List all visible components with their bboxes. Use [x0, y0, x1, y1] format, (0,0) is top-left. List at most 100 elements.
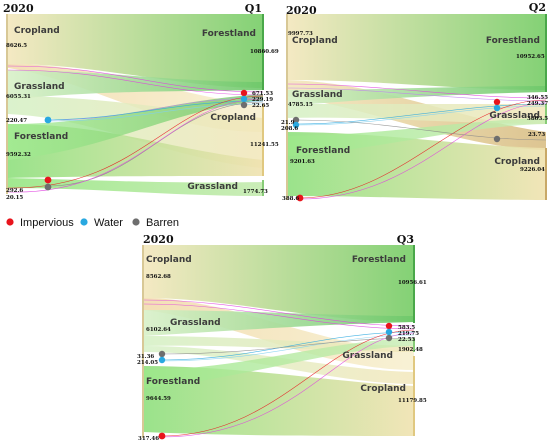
- right-node-label: Grassland: [342, 351, 393, 361]
- barren-legend-swatch: [132, 218, 140, 226]
- left-node-label: Cropland: [14, 26, 60, 36]
- left-node-value: 31.36: [137, 354, 154, 360]
- legend-label-impervious: Impervious: [20, 217, 74, 229]
- impervious-marker: [240, 89, 248, 97]
- left-node-value: 214.05: [137, 360, 158, 366]
- impervious-marker: [158, 432, 166, 440]
- flow-forestland-to-grassland: [287, 118, 546, 156]
- legend: Impervious Water Barren: [6, 217, 179, 229]
- left-node-value: 220.47: [6, 118, 27, 124]
- right-node-value: 22.53: [398, 337, 415, 343]
- left-node-value: 9592.32: [6, 152, 31, 158]
- right-node-value: 229.19: [252, 97, 273, 103]
- thin-flow-lines: [7, 65, 264, 193]
- left-node-label: Forestland: [296, 146, 350, 156]
- right-node-value: 10956.61: [398, 280, 427, 286]
- left-node-label: Grassland: [170, 318, 221, 328]
- panel-quarter-label: Q1: [245, 2, 262, 15]
- node-right-cropland: [413, 356, 415, 436]
- thin-flow-lines: [143, 299, 415, 438]
- flow-forestland-to-forestland: [8, 94, 263, 160]
- left-node-label: Forestland: [14, 132, 68, 142]
- right-node-value: 583.5: [398, 325, 415, 331]
- left-node-label: Cropland: [292, 36, 338, 46]
- left-node-value: 9997.73: [288, 31, 313, 37]
- right-node-value: 22.65: [252, 103, 269, 109]
- left-node-value: 208.6: [281, 126, 298, 132]
- left-node-value: 317.46: [138, 436, 159, 442]
- water-legend-swatch: [80, 218, 88, 226]
- left-node-label: Grassland: [14, 82, 65, 92]
- flow-grassland-to-cropland: [8, 96, 263, 168]
- right-node-label: Cropland: [494, 157, 540, 167]
- flow-cropland-to-forestland: [144, 245, 414, 322]
- node-right-cropland: [262, 104, 264, 176]
- node-right-grassland: [545, 104, 547, 124]
- node-right-forestland: [413, 245, 415, 323]
- panel-q2: 2020 Q2 Cropland 9997.73 Grassland 4785.…: [281, 1, 548, 202]
- left-node-value: 4785.15: [288, 102, 313, 108]
- water-marker: [493, 104, 501, 112]
- right-node-label: Grassland: [489, 111, 540, 121]
- water-marker: [44, 116, 52, 124]
- left-node-value: 9201.63: [290, 159, 315, 165]
- flow-grassland-to-forestland: [144, 310, 414, 336]
- flow-forestland-to-grassland: [144, 338, 414, 388]
- right-node-value: 23.73: [528, 132, 545, 138]
- left-node-value: 388.6: [282, 196, 299, 202]
- panel-year-label: 2020: [143, 233, 174, 246]
- right-node-value: 1774.73: [243, 189, 268, 195]
- water-marker: [158, 356, 166, 364]
- left-node-value: 6102.64: [146, 327, 171, 333]
- impervious-marker: [296, 194, 304, 202]
- left-node-label: Grassland: [292, 90, 343, 100]
- node-right-forestland: [545, 14, 547, 92]
- legend-label-barren: Barren: [146, 217, 179, 229]
- right-node-value: 249.37: [527, 101, 548, 107]
- right-node-value: 3803.5: [527, 116, 548, 122]
- left-node-value: 9644.59: [146, 396, 171, 402]
- flow-grassland-to-forestland: [8, 70, 263, 100]
- left-node-value: 21.9: [281, 120, 295, 126]
- panel-quarter-label: Q3: [397, 233, 414, 246]
- left-node-value: 292.6: [6, 188, 23, 194]
- node-right-grassland: [413, 338, 415, 352]
- left-node-value: 8626.5: [6, 43, 27, 49]
- left-node-label: Forestland: [146, 377, 200, 387]
- barren-marker: [385, 334, 393, 342]
- right-node-value: 346.55: [527, 95, 548, 101]
- impervious-legend-swatch: [6, 218, 14, 226]
- node-right-grassland: [262, 180, 264, 196]
- flow-forestland-to-cropland: [144, 366, 414, 436]
- flow-forestland-to-grassland: [8, 178, 263, 196]
- right-node-value: 9226.04: [520, 167, 545, 173]
- left-node-value: 8562.68: [146, 274, 171, 280]
- right-node-value: 10952.65: [516, 54, 545, 60]
- barren-marker: [292, 116, 300, 124]
- right-node-value: 1902.48: [398, 347, 423, 353]
- flow-cropland-to-forestland: [8, 14, 263, 88]
- water-marker: [240, 95, 248, 103]
- water-marker: [385, 328, 393, 336]
- barren-marker: [493, 135, 501, 143]
- right-node-label: Forestland: [202, 29, 256, 39]
- node-left-bar: [142, 245, 144, 438]
- right-node-value: 671.53: [252, 91, 273, 97]
- node-right-forestland: [262, 14, 264, 90]
- right-node-value: 11241.55: [250, 142, 279, 148]
- left-node-label: Cropland: [146, 255, 192, 265]
- barren-marker: [44, 183, 52, 191]
- barren-marker: [158, 350, 166, 358]
- legend-label-water: Water: [94, 217, 123, 229]
- right-node-label: Cropland: [210, 113, 256, 123]
- node-left-bar: [6, 14, 8, 194]
- node-left-bar: [286, 14, 288, 200]
- right-node-value: 11179.85: [398, 398, 427, 404]
- impervious-marker: [385, 322, 393, 330]
- panel-year-label: 2020: [3, 2, 34, 15]
- right-node-label: Grassland: [187, 182, 238, 192]
- left-node-value: 20.15: [6, 195, 23, 201]
- impervious-marker: [493, 98, 501, 106]
- panel-quarter-label: Q2: [529, 1, 546, 14]
